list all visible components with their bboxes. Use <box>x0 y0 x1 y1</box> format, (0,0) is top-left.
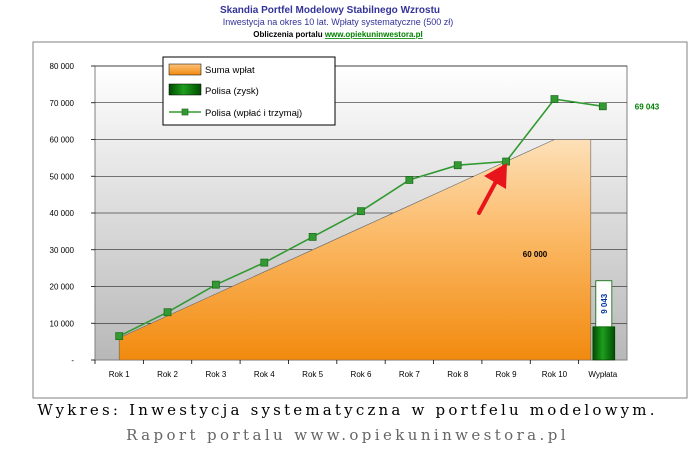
y-tick-label: 20 000 <box>50 283 75 292</box>
profit-label-box <box>595 280 613 328</box>
legend-swatch-zysk <box>168 83 202 96</box>
line-point <box>115 332 124 341</box>
line-point <box>260 258 269 267</box>
x-tick-label: Wypłata <box>588 370 617 379</box>
caption-main: Wykres: Inwestycja systematyczna w portf… <box>37 401 658 419</box>
y-tick-label: - <box>71 356 74 365</box>
legend-label-polisa: Polisa (wpłać i trzymaj) <box>205 108 302 119</box>
red-arrow-annotation <box>477 163 507 215</box>
chart-subtitle: Inwestycja na okres 10 lat. Wpłaty syste… <box>223 17 454 27</box>
y-tick-label: 30 000 <box>50 246 75 255</box>
caption-report: Raport portalu www.opiekuninwestora.pl <box>126 426 569 444</box>
x-tick-label: Rok 1 <box>109 370 130 379</box>
line-point <box>212 280 220 289</box>
line-point <box>357 207 365 216</box>
line-point <box>550 95 559 103</box>
x-tick-label: Rok 3 <box>205 370 226 379</box>
line-point <box>598 102 607 111</box>
final-value-label: 69 043 <box>635 102 660 111</box>
x-tick-label: Rok 7 <box>399 370 420 379</box>
line-point <box>453 161 462 170</box>
x-tick-label: Rok 10 <box>542 370 568 379</box>
x-tick-label: Rok 9 <box>496 370 517 379</box>
legend-label-suma: Suma wpłat <box>205 65 255 76</box>
x-tick-label: Rok 4 <box>254 370 275 379</box>
y-tick-label: 70 000 <box>50 99 75 108</box>
area-total-label: 60 000 <box>523 250 548 259</box>
source-link[interactable]: www.opiekuninwestora.pl <box>324 30 423 39</box>
x-tick-label: Rok 8 <box>447 370 468 379</box>
profit-label: 9 043 <box>600 293 609 314</box>
line-point <box>308 232 317 241</box>
line-point <box>163 308 172 317</box>
y-tick-label: 60 000 <box>50 136 75 145</box>
line-point <box>405 176 414 184</box>
x-tick-label: Rok 6 <box>351 370 372 379</box>
y-tick-label: 50 000 <box>50 172 75 181</box>
y-tick-label: 10 000 <box>50 319 75 328</box>
y-tick-label: 80 000 <box>50 62 75 71</box>
legend-swatch-suma <box>168 63 202 76</box>
y-tick-label: 40 000 <box>50 209 75 218</box>
legend-label-zysk: Polisa (zysk) <box>205 86 259 97</box>
source-prefix: Obliczenia portalu <box>253 30 325 39</box>
legend: Suma wpłat Polisa (zysk) Polisa (wpłać i… <box>162 56 336 126</box>
x-tick-label: Rok 2 <box>157 370 178 379</box>
chart-source: Obliczenia portalu www.opiekuninwestora.… <box>253 30 423 39</box>
legend-swatch-polisa-marker <box>181 108 189 116</box>
chart-title: Skandia Portfel Modelowy Stabilnego Wzro… <box>220 5 440 16</box>
bar-polisa-zysk <box>592 326 616 361</box>
x-tick-label: Rok 5 <box>302 370 323 379</box>
area-suma-wplat <box>118 139 592 361</box>
